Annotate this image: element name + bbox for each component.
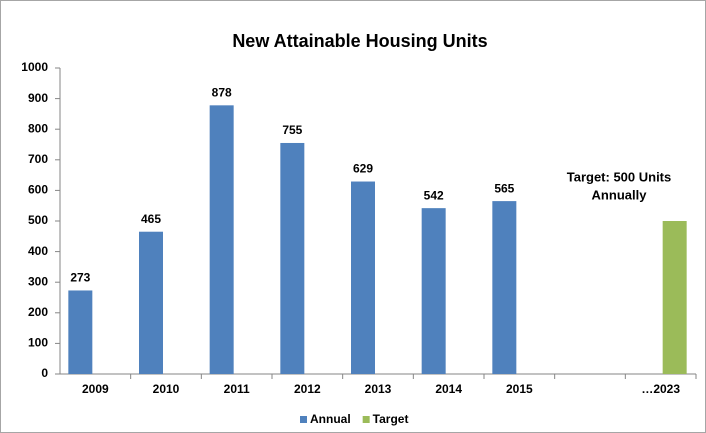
bar: [280, 142, 305, 374]
y-tick-label: 500: [28, 213, 48, 227]
y-tick-label: 600: [28, 183, 48, 197]
data-label: 542: [424, 188, 444, 202]
y-tick-label: 1000: [21, 60, 48, 74]
bar: [492, 201, 517, 374]
legend-swatch: [362, 416, 370, 423]
y-tick-label: 100: [28, 336, 48, 350]
data-label: 565: [494, 181, 514, 195]
x-tick-label: 2012: [294, 382, 321, 396]
annotation: Annually: [592, 187, 648, 202]
data-label: 755: [282, 123, 302, 137]
bar: [68, 290, 93, 374]
y-tick-label: 300: [28, 274, 48, 288]
x-tick-label: …2023: [641, 382, 680, 396]
y-tick-label: 200: [28, 305, 48, 319]
x-tick-label: 2014: [435, 382, 462, 396]
x-tick-label: 2009: [82, 382, 109, 396]
y-tick-label: 0: [41, 366, 48, 380]
bar: [209, 105, 234, 374]
x-tick-label: 2011: [224, 382, 250, 396]
legend-label: Target: [373, 412, 409, 426]
y-tick-label: 800: [28, 121, 48, 135]
bar: [662, 221, 687, 374]
x-tick-label: 2010: [153, 382, 180, 396]
legend-swatch: [300, 416, 307, 423]
data-label: 273: [70, 271, 90, 285]
x-tick-label: 2015: [506, 382, 533, 396]
bar: [139, 231, 163, 374]
x-tick-label: 2013: [365, 382, 392, 396]
y-tick-label: 400: [28, 244, 48, 258]
data-label: 878: [212, 86, 232, 100]
legend-label: Annual: [310, 412, 351, 426]
y-tick-label: 700: [28, 152, 48, 166]
y-tick-label: 900: [28, 91, 48, 105]
annotation: Target: 500 Units: [567, 169, 672, 184]
bar: [421, 208, 446, 374]
chart-title: New Attainable Housing Units: [232, 31, 487, 51]
data-label: 465: [141, 212, 161, 226]
bar: [351, 181, 375, 374]
data-label: 629: [353, 162, 373, 176]
